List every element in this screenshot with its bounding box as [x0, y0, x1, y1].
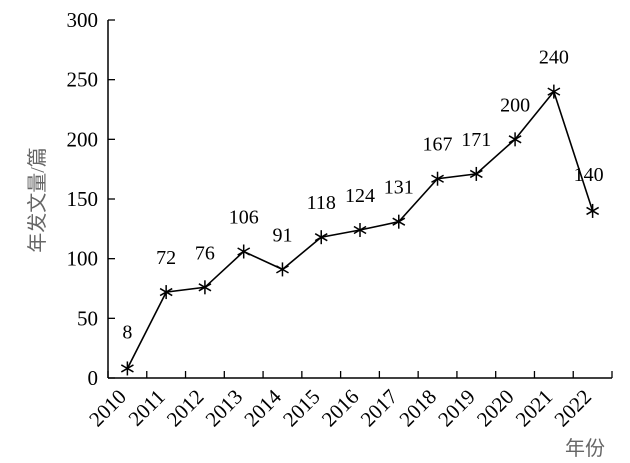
data-label: 171: [461, 129, 491, 151]
y-tick-label: 100: [67, 247, 99, 271]
data-point-marker: [508, 132, 522, 147]
x-axis-title: 年份: [565, 437, 605, 460]
data-label: 124: [345, 185, 375, 207]
x-tick-label: 2020: [472, 385, 519, 432]
x-tick-label: 2019: [433, 385, 480, 432]
x-tick-label: 2016: [317, 385, 364, 432]
x-tick-label: 2014: [239, 384, 286, 431]
x-tick-label: 2010: [84, 385, 131, 432]
data-label: 8: [122, 321, 132, 343]
y-tick-label: 50: [77, 306, 98, 330]
y-axis-title: 年发文量/篇: [26, 147, 49, 253]
x-tick-label: 2012: [162, 385, 209, 432]
data-point-marker: [198, 280, 212, 295]
data-point-marker: [586, 203, 600, 218]
data-labels: 8 72 76 106 91 118 124 131 167 171 200 240 140: [122, 47, 603, 344]
data-point-marker: [120, 361, 134, 376]
data-label: 240: [539, 47, 569, 69]
data-label: 106: [229, 207, 259, 229]
data-point-marker: [159, 285, 173, 300]
data-label: 118: [307, 192, 336, 214]
data-label: 167: [423, 134, 453, 156]
data-label: 200: [500, 94, 530, 116]
x-tick-label: 2015: [278, 385, 325, 432]
y-tick-label: 300: [67, 8, 99, 32]
y-tick-label: 200: [67, 127, 99, 151]
x-tick-label: 2018: [394, 385, 441, 432]
data-point-marker: [237, 244, 251, 259]
data-point-marker: [314, 230, 328, 245]
markers: [120, 84, 600, 376]
data-label: 131: [384, 177, 414, 199]
data-label: 72: [156, 247, 176, 269]
y-ticks: 0 50 100 150 200 250 300: [67, 8, 115, 390]
data-point-marker: [276, 262, 289, 277]
data-label: 76: [195, 242, 215, 264]
data-point-marker: [392, 214, 406, 229]
x-ticks: 2010201120122013201420152016201720182019…: [84, 371, 613, 432]
data-label: 91: [272, 224, 292, 246]
x-tick-label: 2022: [549, 385, 596, 432]
x-tick-label: 2021: [511, 385, 558, 432]
data-point-marker: [431, 171, 444, 186]
data-label: 140: [574, 164, 604, 186]
y-tick-label: 250: [67, 68, 99, 92]
x-tick-label: 2013: [201, 385, 248, 432]
data-point-marker: [353, 223, 367, 238]
y-tick-label: 150: [67, 187, 99, 211]
x-tick-label: 2011: [124, 385, 170, 431]
y-tick-label: 0: [88, 366, 99, 390]
x-tick-label: 2017: [356, 385, 403, 432]
data-point-marker: [469, 166, 483, 181]
data-point-marker: [547, 84, 561, 99]
